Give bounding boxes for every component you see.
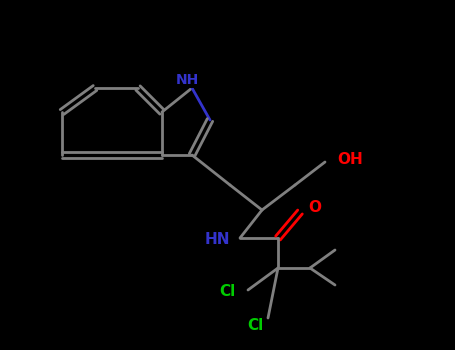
Text: Cl: Cl xyxy=(220,285,236,300)
Text: NH: NH xyxy=(175,73,199,87)
Text: OH: OH xyxy=(337,153,363,168)
Text: O: O xyxy=(308,199,321,215)
Text: HN: HN xyxy=(204,232,230,247)
Text: Cl: Cl xyxy=(247,318,263,334)
